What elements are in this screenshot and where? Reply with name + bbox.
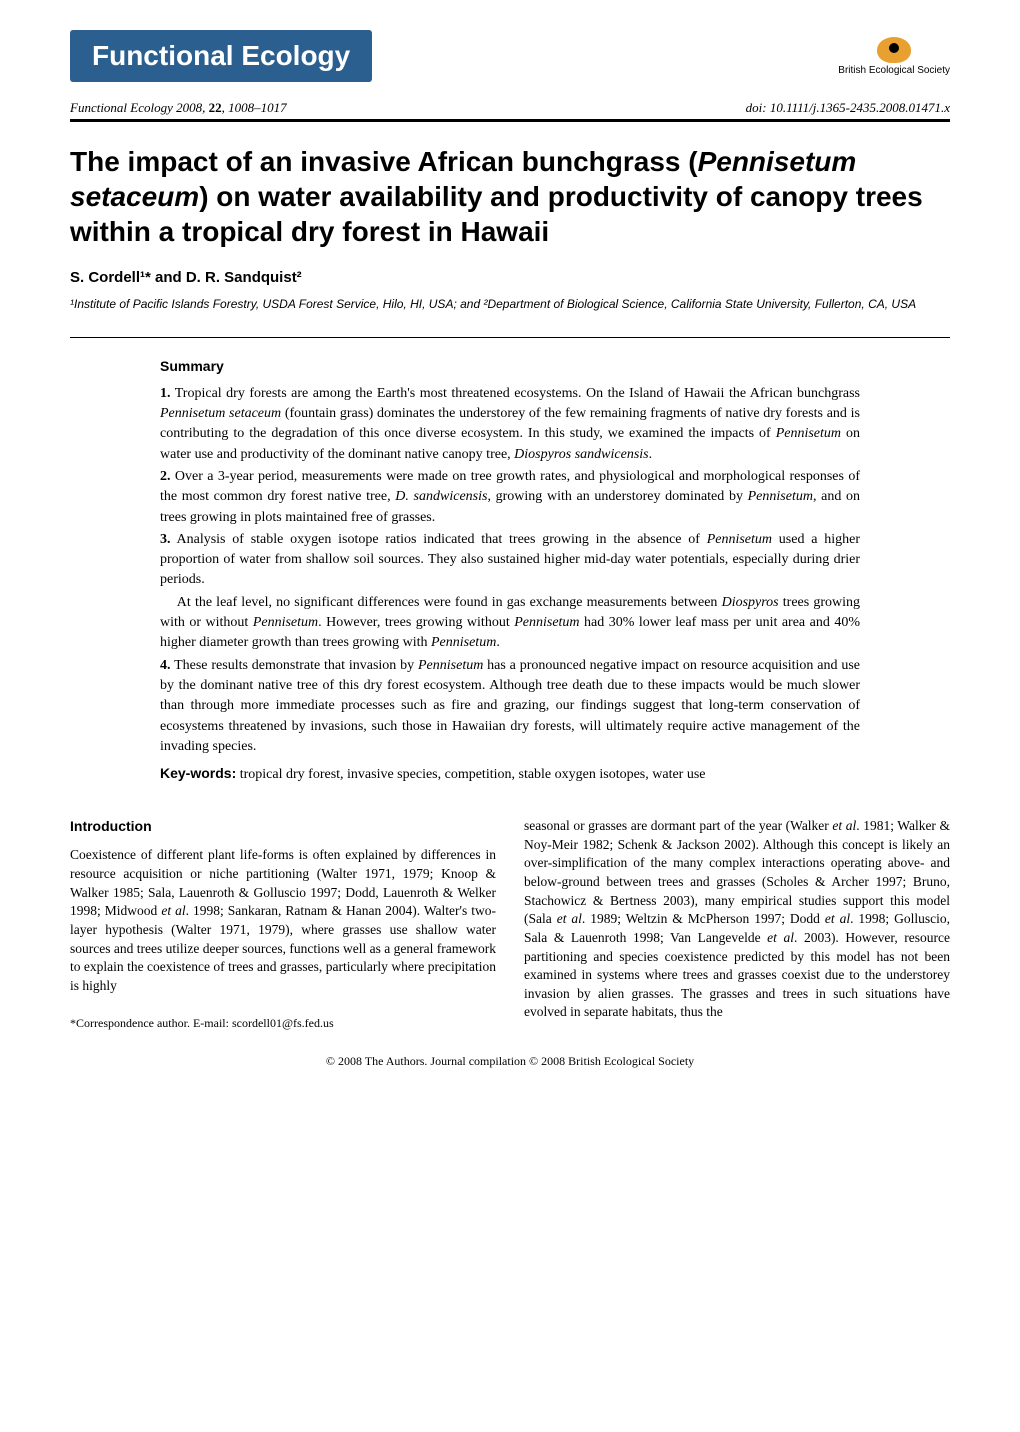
summary-indent-para: At the leaf level, no significant differ… (160, 593, 860, 654)
summary-text: . (649, 447, 653, 462)
section-divider (70, 337, 950, 338)
society-badge: British Ecological Society (838, 37, 950, 76)
summary-text: . However, trees growing without (318, 615, 514, 630)
et-al: et al (161, 903, 185, 918)
title-part-1: The impact of an invasive African bunchg… (70, 146, 698, 177)
introduction-section: Introduction Coexistence of different pl… (70, 817, 950, 1032)
et-al: et al (832, 818, 856, 833)
journal-cite: Functional Ecology (70, 100, 173, 115)
summary-section: Summary 1. Tropical dry forests are amon… (160, 358, 860, 757)
intro-heading: Introduction (70, 817, 496, 836)
affiliations: ¹Institute of Pacific Islands Forestry, … (70, 296, 950, 313)
summary-heading: Summary (160, 358, 860, 374)
summary-item-3: 3. Analysis of stable oxygen isotope rat… (160, 530, 860, 591)
summary-num: 3. (160, 532, 171, 547)
et-al: et al (825, 911, 850, 926)
keywords-section: Key-words: tropical dry forest, invasive… (160, 765, 860, 783)
intro-paragraph: seasonal or grasses are dormant part of … (524, 817, 950, 1022)
society-logo-icon (877, 37, 911, 63)
et-al: et al (767, 930, 794, 945)
journal-banner: Functional Ecology British Ecological So… (70, 30, 950, 90)
society-name: British Ecological Society (838, 65, 950, 76)
doi: doi: 10.1111/j.1365-2435.2008.01471.x (746, 100, 950, 116)
keywords-text: tropical dry forest, invasive species, c… (240, 767, 706, 782)
species-name: D. sandwicensis (395, 489, 487, 504)
summary-num: 2. (160, 469, 171, 484)
species-name: Diospyros sandwicensis (514, 447, 648, 462)
et-al: et al (557, 911, 582, 926)
summary-item-1: 1. Tropical dry forests are among the Ea… (160, 384, 860, 465)
species-name: Pennisetum (253, 615, 318, 630)
summary-text: At the leaf level, no significant differ… (177, 595, 722, 610)
summary-item-4: 4. These results demonstrate that invasi… (160, 656, 860, 757)
species-name: Pennisetum (514, 615, 579, 630)
copyright-footer: © 2008 The Authors. Journal compilation … (70, 1054, 950, 1069)
species-name: Pennisetum (748, 489, 813, 504)
species-name: Pennisetum (776, 426, 841, 441)
summary-text: , growing with an understorey dominated … (487, 489, 747, 504)
summary-num: 1. (160, 386, 171, 401)
journal-name: Functional Ecology (70, 30, 372, 82)
year: 2008 (176, 100, 202, 115)
intro-column-right: seasonal or grasses are dormant part of … (524, 817, 950, 1032)
intro-text: seasonal or grasses are dormant part of … (524, 818, 832, 833)
summary-text: These results demonstrate that invasion … (174, 658, 418, 673)
summary-num: 4. (160, 658, 171, 673)
correspondence-note: *Correspondence author. E-mail: scordell… (70, 1015, 496, 1032)
citation-meta: Functional Ecology 2008, 22, 1008–1017 d… (70, 100, 950, 122)
volume: 22 (209, 100, 222, 115)
intro-paragraph: Coexistence of different plant life-form… (70, 846, 496, 995)
summary-text: . (496, 635, 500, 650)
species-name: Pennisetum (707, 532, 772, 547)
species-name: Diospyros (722, 595, 779, 610)
citation-left: Functional Ecology 2008, 22, 1008–1017 (70, 100, 287, 116)
pages: 1008–1017 (228, 100, 287, 115)
article-title: The impact of an invasive African bunchg… (70, 144, 950, 249)
intro-text: . 1989; Weltzin & McPherson 1997; Dodd (582, 911, 825, 926)
summary-text: Analysis of stable oxygen isotope ratios… (177, 532, 707, 547)
authors: S. Cordell¹* and D. R. Sandquist² (70, 269, 950, 286)
intro-column-left: Introduction Coexistence of different pl… (70, 817, 496, 1032)
summary-item-2: 2. Over a 3-year period, measurements we… (160, 467, 860, 528)
species-name: Pennisetum (418, 658, 483, 673)
summary-text: Tropical dry forests are among the Earth… (175, 386, 860, 401)
keywords-label: Key-words: (160, 765, 236, 781)
species-name: Pennisetum (431, 635, 496, 650)
species-name: Pennisetum setaceum (160, 406, 281, 421)
